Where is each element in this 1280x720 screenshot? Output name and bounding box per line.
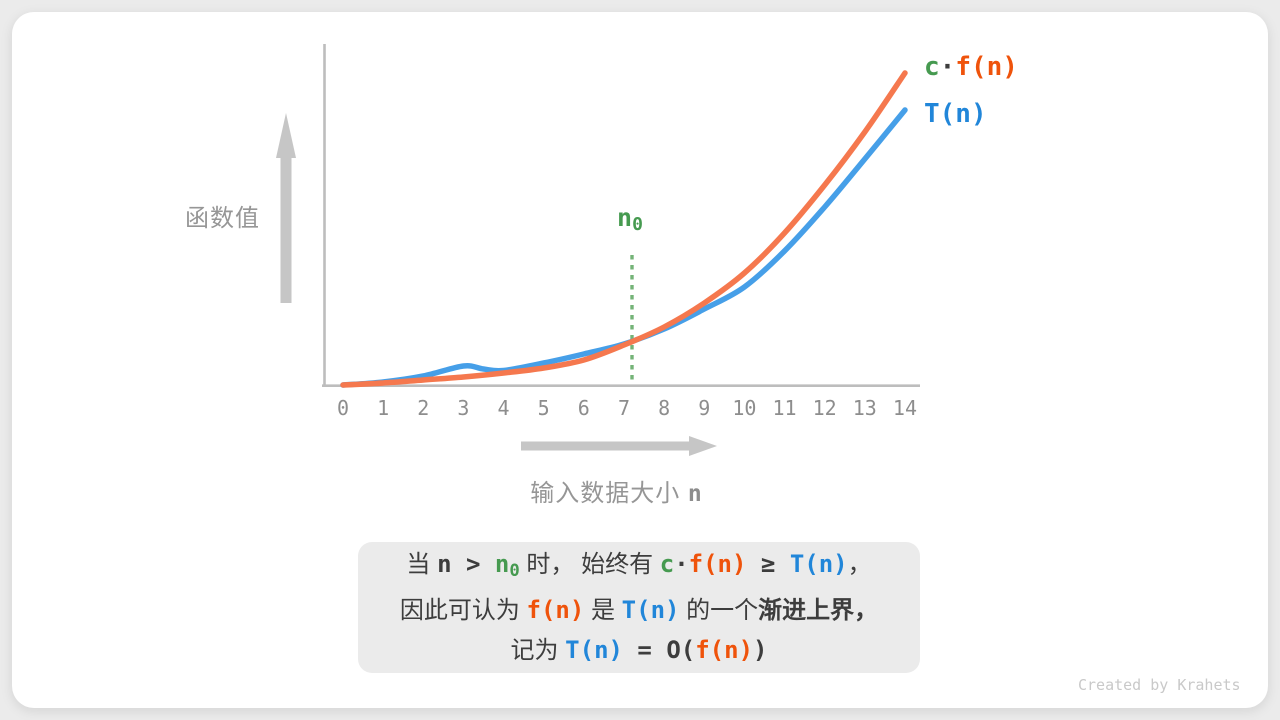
x-tick-label: 10 [732,396,757,420]
text-segment: 记为 [510,636,566,664]
x-tick-label: 5 [537,396,550,420]
x-tick-label: 2 [417,396,430,420]
text-segment: ， [847,550,872,578]
y-axis-title: 函数值 [185,205,260,232]
x-tick-label: 3 [457,396,470,420]
text-segment: = [622,635,667,664]
x-tick-label: 7 [617,396,630,420]
text-segment: 0 [509,560,520,581]
text-segment: > [451,549,495,578]
x-axis-ticks: 0 1 2 3 4 5 6 7 8 9 10 11 12 13 14 [0,396,1280,422]
watermark-credit: Created by Krahets [1078,676,1241,694]
text-segment: T(n) [621,596,680,625]
text-segment: T(n) [789,549,848,578]
legend-label-tn: T(n) [924,98,987,129]
text-segment: 始终有 [574,550,660,578]
caption-line-3: 记为 T(n) = O(f(n)) [511,631,768,671]
text-segment: n [617,203,633,232]
text-segment: 输入数据大小 [530,480,688,507]
x-tick-label: 6 [577,396,590,420]
text-segment: 是 [584,597,622,625]
text-segment: n [687,481,702,507]
caption-box: 当 n > n0 时， 始终有 c·f(n) ≥ T(n)， 因此可认为 f(n… [358,542,920,673]
text-segment: 渐进上界， [758,597,879,625]
text-segment: f(n) [695,635,754,664]
text-segment: f(n) [526,596,585,625]
x-tick-label: 1 [377,396,390,420]
text-segment: ≥ [746,549,790,578]
x-tick-label: 13 [852,396,877,420]
text-segment: T(n) [924,99,987,129]
text-segment: c [659,549,675,578]
x-axis-title: 输入数据大小 n [530,473,702,508]
text-segment: 0 [632,213,643,235]
x-tick-label: 14 [892,396,917,420]
n0-annotation-label: n0 [617,203,643,235]
text-segment: 的一个 [679,597,759,625]
caption-line-2: 因此可认为 f(n) 是 T(n) 的一个渐进上界， [400,591,878,631]
curve-tn [340,107,908,388]
text-segment: · [939,52,956,82]
text-segment: f(n) [955,52,1018,82]
text-segment: 因此可认为 [399,597,527,625]
caption-line-1: 当 n > n0 时， 始终有 c·f(n) ≥ T(n)， [406,545,871,591]
x-tick-label: 0 [336,396,350,420]
text-segment: O( [666,635,696,664]
text-segment: · [674,549,689,578]
x-tick-label: 11 [772,396,797,420]
legend-label-cfn: c·f(n) [924,51,1018,82]
text-segment: f(n) [688,549,747,578]
text-segment: 时， [519,550,575,578]
x-tick-label: 9 [698,396,711,420]
text-segment: 当 [406,550,438,578]
curve-cfn [340,70,908,388]
x-tick-label: 4 [497,396,510,420]
x-axis-arrow-head [689,436,717,456]
text-segment: c [924,52,940,82]
y-axis-arrow-head [276,113,296,158]
text-segment: ) [753,635,768,664]
text-segment: n [494,549,510,578]
x-tick-label: 12 [812,396,837,420]
text-segment: T(n) [565,635,623,664]
text-segment: n [437,549,452,578]
x-tick-label: 8 [658,396,671,420]
